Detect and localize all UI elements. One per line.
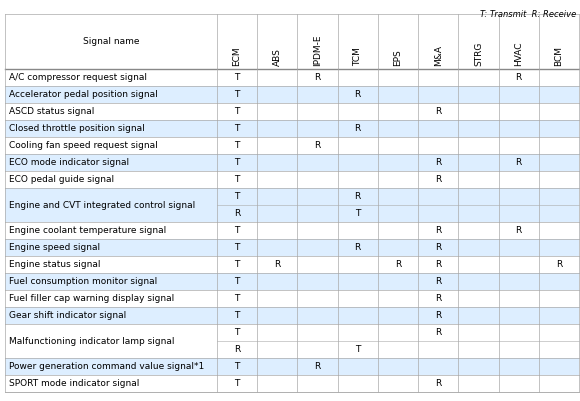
Bar xyxy=(5,154,579,171)
Text: Engine status signal: Engine status signal xyxy=(9,260,100,269)
Text: Fuel filler cap warning display signal: Fuel filler cap warning display signal xyxy=(9,294,174,303)
Text: A/C compressor request signal: A/C compressor request signal xyxy=(9,73,147,82)
Text: T: T xyxy=(234,260,240,269)
Text: Fuel consumption monitor signal: Fuel consumption monitor signal xyxy=(9,277,157,286)
Text: T: T xyxy=(234,277,240,286)
Bar xyxy=(5,69,579,86)
Text: Cooling fan speed request signal: Cooling fan speed request signal xyxy=(9,141,158,150)
Text: R: R xyxy=(516,73,522,82)
Text: T: T xyxy=(234,362,240,371)
Text: T: T xyxy=(234,243,240,252)
Text: R: R xyxy=(435,226,441,235)
Text: Malfunctioning indicator lamp signal: Malfunctioning indicator lamp signal xyxy=(9,336,175,346)
Bar xyxy=(5,273,579,290)
Text: T: T xyxy=(234,328,240,337)
Text: Accelerator pedal position signal: Accelerator pedal position signal xyxy=(9,90,158,99)
Text: R: R xyxy=(435,311,441,320)
Bar xyxy=(5,86,579,103)
Text: T: T xyxy=(355,345,360,354)
Text: R: R xyxy=(234,209,240,218)
Text: SPORT mode indicator signal: SPORT mode indicator signal xyxy=(9,379,139,388)
Text: Engine speed signal: Engine speed signal xyxy=(9,243,100,252)
Text: T: T xyxy=(234,158,240,167)
Bar xyxy=(5,120,579,137)
Text: T: T xyxy=(234,379,240,388)
Text: Closed throttle position signal: Closed throttle position signal xyxy=(9,124,145,133)
Text: T: T xyxy=(234,175,240,184)
Text: T: T xyxy=(234,226,240,235)
Text: Gear shift indicator signal: Gear shift indicator signal xyxy=(9,311,126,320)
Text: STRG: STRG xyxy=(474,42,483,66)
Bar xyxy=(5,256,579,273)
Text: EPS: EPS xyxy=(393,49,403,66)
Text: R: R xyxy=(435,277,441,286)
Text: R: R xyxy=(516,226,522,235)
Bar xyxy=(5,222,579,239)
Bar xyxy=(5,324,579,358)
Text: R: R xyxy=(435,175,441,184)
Text: T: T xyxy=(234,107,240,116)
Text: Signal name: Signal name xyxy=(83,37,139,46)
Text: ECO pedal guide signal: ECO pedal guide signal xyxy=(9,175,114,184)
Bar xyxy=(5,307,579,324)
Text: R: R xyxy=(435,243,441,252)
Text: R: R xyxy=(395,260,401,269)
Text: TCM: TCM xyxy=(353,47,362,66)
Text: T: T xyxy=(234,294,240,303)
Text: R: R xyxy=(516,158,522,167)
Text: R: R xyxy=(354,243,361,252)
Bar xyxy=(5,290,579,307)
Text: ECO mode indicator signal: ECO mode indicator signal xyxy=(9,158,129,167)
Text: R: R xyxy=(435,379,441,388)
Text: T: T xyxy=(234,90,240,99)
Text: R: R xyxy=(314,362,321,371)
Bar xyxy=(5,188,579,222)
Text: R: R xyxy=(314,141,321,150)
Bar xyxy=(5,137,579,154)
Text: R: R xyxy=(314,73,321,82)
Text: R: R xyxy=(354,90,361,99)
Text: R: R xyxy=(435,328,441,337)
Text: HVAC: HVAC xyxy=(514,41,523,66)
Text: R: R xyxy=(274,260,280,269)
Text: Power generation command value signal*1: Power generation command value signal*1 xyxy=(9,362,204,371)
Text: M&A: M&A xyxy=(434,45,443,66)
Bar xyxy=(5,103,579,120)
Bar xyxy=(5,171,579,188)
Text: R: R xyxy=(234,345,240,354)
Bar xyxy=(5,14,579,69)
Text: T: T xyxy=(234,73,240,82)
Text: Engine and CVT integrated control signal: Engine and CVT integrated control signal xyxy=(9,200,195,209)
Text: R: R xyxy=(435,294,441,303)
Text: R: R xyxy=(354,192,361,201)
Text: ASCD status signal: ASCD status signal xyxy=(9,107,95,116)
Text: R: R xyxy=(354,124,361,133)
Text: T: T xyxy=(234,311,240,320)
Text: R: R xyxy=(435,107,441,116)
Bar xyxy=(5,358,579,375)
Text: Engine coolant temperature signal: Engine coolant temperature signal xyxy=(9,226,166,235)
Text: R: R xyxy=(435,260,441,269)
Text: ECM: ECM xyxy=(233,47,241,66)
Text: T: T xyxy=(234,124,240,133)
Bar xyxy=(5,375,579,392)
Text: T: T xyxy=(355,209,360,218)
Bar xyxy=(5,239,579,256)
Text: T: T xyxy=(234,192,240,201)
Text: IPDM-E: IPDM-E xyxy=(313,34,322,66)
Text: T: T xyxy=(234,141,240,150)
Text: R: R xyxy=(435,158,441,167)
Text: BCM: BCM xyxy=(554,46,563,66)
Text: T: Transmit  R: Receive: T: Transmit R: Receive xyxy=(480,10,576,19)
Text: R: R xyxy=(556,260,562,269)
Text: ABS: ABS xyxy=(273,48,282,66)
